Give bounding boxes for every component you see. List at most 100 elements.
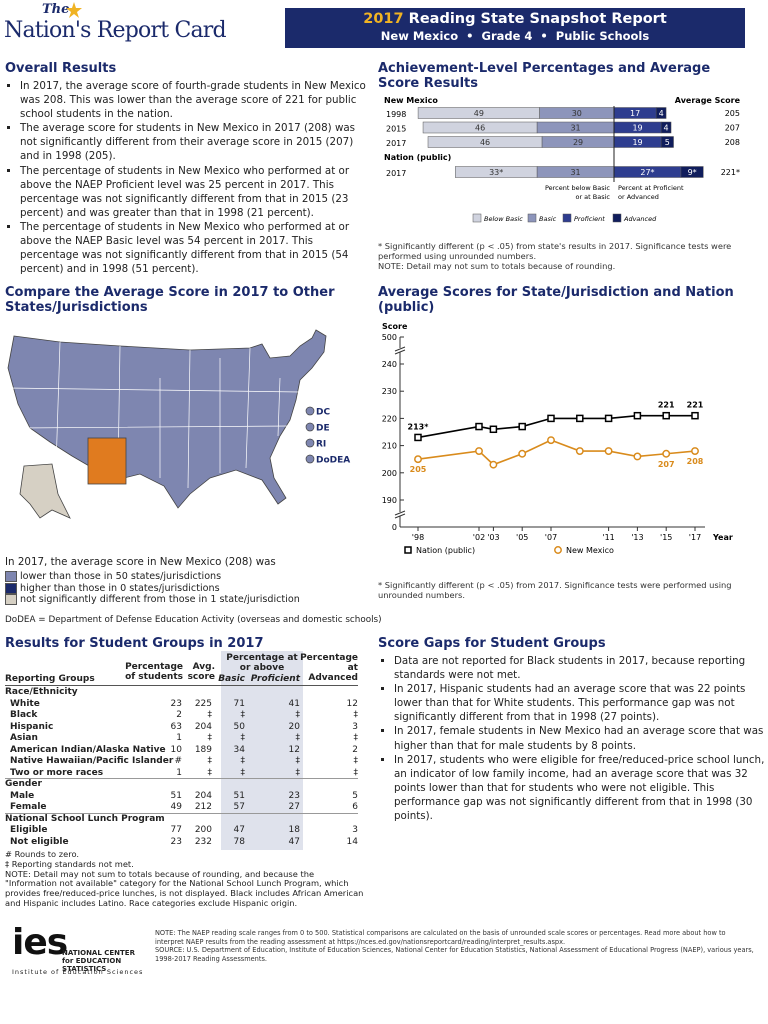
point (691, 447, 699, 455)
table-cell: ‡ (240, 710, 246, 720)
table-cell: 232 (194, 836, 212, 847)
point (633, 452, 642, 461)
trend-note: * Significantly different (p < .05) from… (378, 580, 732, 600)
table-cell: 1 (176, 733, 182, 743)
table-cell: 50 (233, 721, 245, 732)
table-cell: 200 (194, 825, 212, 835)
level-bar (660, 121, 672, 134)
axis-break (394, 346, 406, 355)
section-rule (5, 812, 358, 814)
score-label: 205 (725, 109, 740, 118)
bar-label: 29 (573, 138, 583, 147)
bar-label: 33* (489, 168, 503, 177)
table-cell: 204 (194, 721, 212, 732)
table-cell: ‡ (240, 733, 246, 743)
bar-label: 4 (659, 109, 664, 118)
year-label: 2015 (386, 125, 406, 134)
footer-note: SOURCE: U.S. Department of Education, In… (155, 946, 754, 963)
y-tick-label: 230 (382, 387, 397, 396)
x-axis-label: Year (712, 533, 733, 542)
bar-label: 17 (630, 109, 640, 118)
year-label: 2017 (386, 139, 406, 148)
table-cell: 20 (288, 721, 300, 732)
table-cell: 189 (194, 744, 212, 755)
table-cell: 41 (288, 698, 300, 709)
bar-label: 49 (474, 109, 484, 118)
point (691, 411, 699, 420)
series-line (417, 414, 695, 439)
y-tick-label: 210 (382, 442, 397, 451)
point (489, 460, 498, 469)
legend-text: Advanced (623, 215, 657, 223)
bar-label: 30 (572, 109, 582, 118)
caption: or at Basic (575, 193, 610, 201)
legend-swatch (562, 213, 572, 223)
legend-swatch (5, 594, 17, 606)
caption: Percent at Proficient (618, 184, 684, 192)
caption: or Advanced (618, 193, 659, 201)
table-cell: 23 (170, 836, 182, 847)
table-cell: 2 (352, 744, 358, 755)
group-name: Eligible (10, 825, 48, 835)
year-label: 1998 (386, 110, 406, 119)
table-cell: 2 (176, 710, 182, 720)
level-bar (655, 107, 667, 119)
y-tick-label: 500 (382, 333, 397, 342)
point-label: 205 (410, 465, 427, 474)
jurisdiction-label: DC (316, 408, 330, 418)
point-label: 213* (408, 422, 430, 431)
section-name: Gender (5, 779, 42, 789)
score-header: Average Score (675, 96, 741, 105)
y-axis-label: Score (382, 322, 408, 331)
legend-text: Basic (539, 215, 557, 223)
bullet: In 2017, the average score of fourth-gra… (20, 79, 370, 121)
bar-label: 4 (664, 124, 669, 133)
y-tick-label: 0 (392, 523, 397, 532)
logo-name: Nation's Report Card (4, 18, 227, 43)
legend-row: lower than those in 50 states/jurisdicti… (5, 571, 300, 583)
footer-note: NOTE: The NAEP reading scale ranges from… (155, 929, 726, 946)
column-header: Percentage at Advanced (300, 653, 358, 683)
group-name: Male (10, 790, 35, 801)
table-cell: 51 (233, 790, 245, 801)
table-cell: 5 (352, 790, 358, 801)
table-cell: 49 (170, 802, 182, 812)
group-name: White (10, 698, 40, 709)
group-name: Asian (10, 733, 38, 743)
ies-name: Institute of Education Sciences (12, 968, 144, 976)
alaska (19, 463, 71, 519)
y-tick-label: 240 (382, 360, 397, 369)
legend-swatch (472, 213, 482, 223)
new-mexico (87, 437, 127, 485)
x-tick-label: '13 (631, 533, 643, 542)
point (604, 447, 613, 455)
point (547, 414, 555, 423)
group-label: Nation (public) (384, 153, 451, 162)
table-cell: ‡ (207, 756, 213, 766)
point-label: 208 (687, 457, 704, 466)
achievement-notes: * Significantly different (p < .05) from… (378, 241, 748, 271)
table-cell: 51 (170, 790, 182, 801)
legend-swatch (5, 582, 17, 594)
legend-row: higher than those in 0 states/jurisdicti… (5, 583, 300, 595)
column-header: Proficient (250, 674, 300, 684)
point (414, 455, 422, 464)
table-cell: 23 (288, 790, 300, 801)
point (576, 414, 584, 423)
table-footnotes: # Rounds to zero. ‡ Reporting standards n… (5, 849, 365, 909)
bullet-list: Data are not reported for Black students… (380, 654, 768, 823)
bar-label: 5 (665, 138, 670, 147)
column-header: Basic (218, 674, 245, 684)
point (475, 422, 483, 431)
footnote: NOTE: Detail may not sum to totals becau… (5, 868, 364, 908)
map-note: DoDEA = Department of Defense Education … (5, 615, 382, 625)
group-name: Hispanic (10, 721, 54, 732)
map-intro: In 2017, the average score in New Mexico… (5, 556, 276, 568)
table-cell: 78 (233, 836, 245, 847)
us-map: DC DE RI DoDEA (7, 329, 350, 519)
jurisdiction-label: RI (316, 440, 326, 450)
series-line (417, 439, 696, 466)
jurisdiction-marker (305, 438, 315, 448)
x-tick-label: '05 (516, 533, 528, 542)
